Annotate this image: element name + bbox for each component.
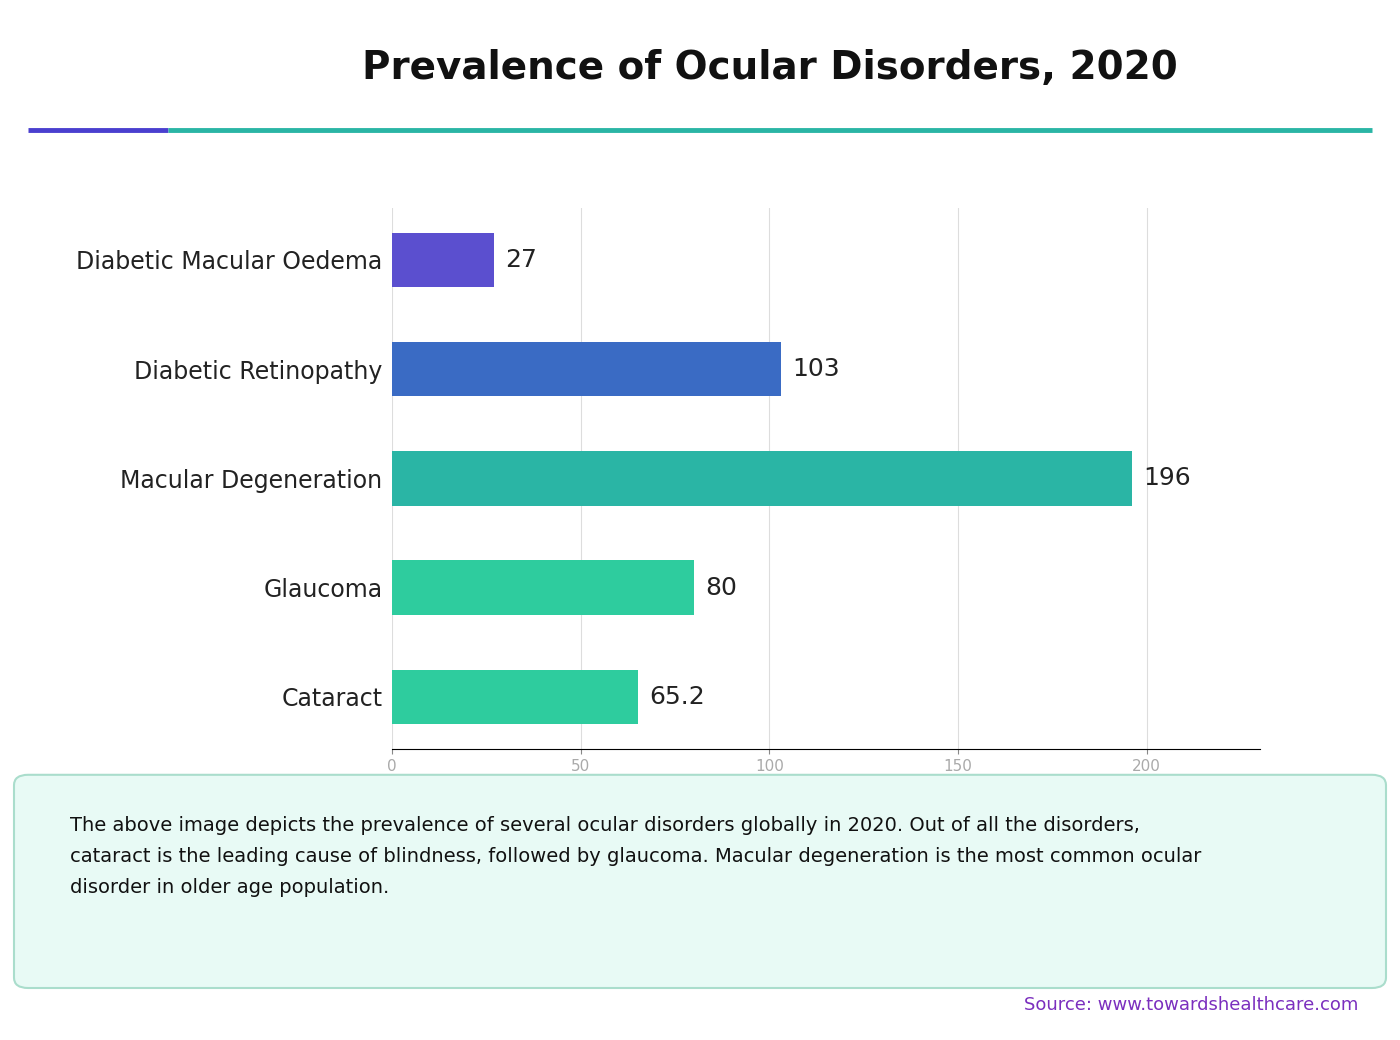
- Text: The above image depicts the prevalence of several ocular disorders globally in 2: The above image depicts the prevalence o…: [70, 816, 1201, 898]
- Bar: [392, 561, 694, 615]
- Text: 27: 27: [505, 248, 538, 271]
- Text: 196: 196: [1142, 466, 1191, 491]
- Text: Source: www.towardshealthcare.com: Source: www.towardshealthcare.com: [1023, 996, 1358, 1014]
- Bar: [392, 451, 1131, 505]
- Bar: [392, 233, 494, 287]
- Bar: [392, 342, 781, 396]
- Text: Prevalence of Ocular Disorders, 2020: Prevalence of Ocular Disorders, 2020: [363, 49, 1177, 86]
- X-axis label: Prevalence (in millions): Prevalence (in millions): [680, 790, 972, 814]
- Bar: [392, 670, 638, 724]
- Text: 65.2: 65.2: [650, 685, 706, 709]
- Text: 103: 103: [792, 357, 840, 381]
- Text: 80: 80: [706, 576, 738, 600]
